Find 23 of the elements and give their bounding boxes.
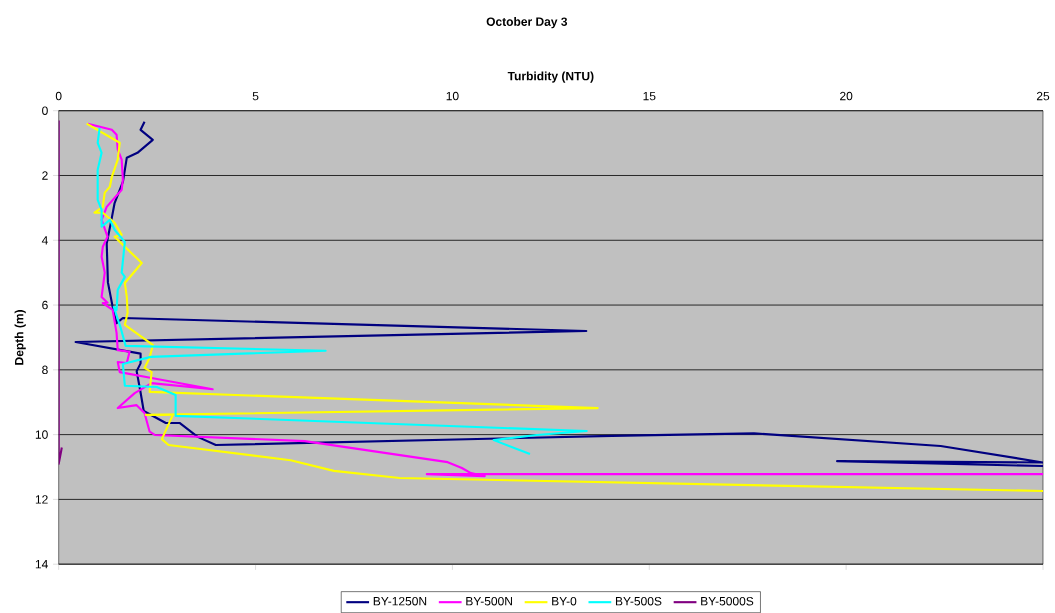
x-tick-label: 20 xyxy=(840,91,853,101)
x-tick-label: 10 xyxy=(446,91,459,101)
x-tick-label: 5 xyxy=(252,91,259,101)
chart-title: October Day 3 xyxy=(486,17,568,29)
y-tick-label: 10 xyxy=(35,430,48,439)
y-tick-label: 12 xyxy=(35,495,48,504)
y-tick-label: 8 xyxy=(42,365,48,375)
x-tick-label: 25 xyxy=(1036,91,1050,101)
y-tick-label: 6 xyxy=(42,300,48,310)
legend-label: BY-500S xyxy=(615,597,662,606)
y-tick-label: 14 xyxy=(35,560,48,569)
y-tick-label: 0 xyxy=(42,106,48,115)
legend-label: BY-0 xyxy=(552,597,577,606)
x-tick-label: 15 xyxy=(643,91,656,101)
legend-label: BY-1250N xyxy=(373,597,427,606)
y-tick-label: 4 xyxy=(41,236,48,245)
y-axis-title: Depth (m) xyxy=(14,310,26,365)
legend-label: BY-500N xyxy=(466,597,512,606)
x-tick-label: 0 xyxy=(55,91,62,101)
line-series xyxy=(96,126,588,456)
y-tick-label: 2 xyxy=(42,171,48,180)
x-axis-title: Turbidity (NTU) xyxy=(507,71,594,83)
legend-label: BY-5000S xyxy=(701,597,754,606)
